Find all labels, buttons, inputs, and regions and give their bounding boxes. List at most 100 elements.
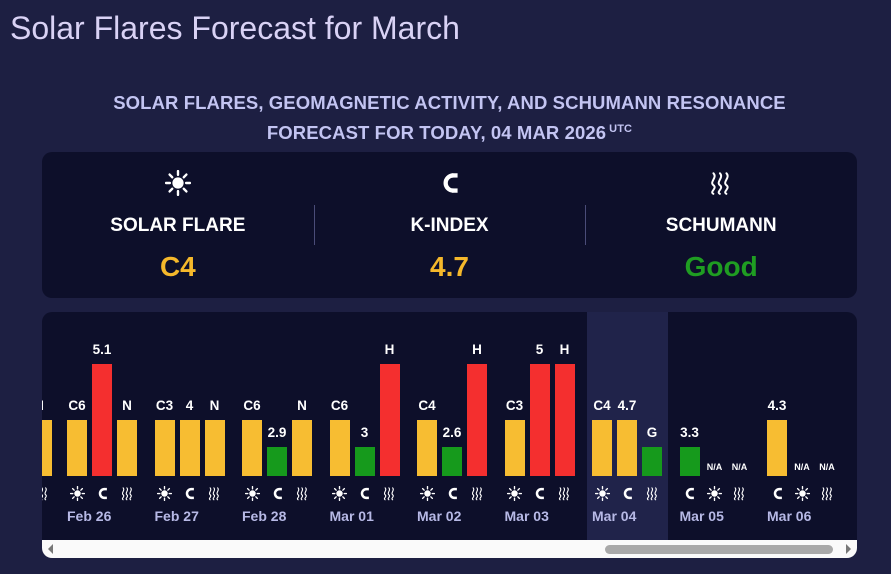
- forecast-bar-label: C3: [155, 397, 174, 413]
- forecast-bar: [117, 419, 137, 476]
- forecast-bar-column: N/A: [730, 312, 750, 476]
- sun-icon: [592, 485, 612, 501]
- forecast-bar-column: G: [642, 312, 662, 476]
- forecast-day-date: Mar 06: [767, 508, 812, 524]
- summary-stat-solar-flare: SOLAR FLARE C4: [42, 152, 314, 298]
- forecast-bar-column: C6: [329, 312, 350, 476]
- forecast-bar: [242, 419, 262, 476]
- forecast-day: C3 4 N Feb 27: [130, 312, 225, 540]
- forecast-day-date: Mar 01: [329, 508, 374, 524]
- magnet-icon: [267, 485, 287, 501]
- forecast-bar-column: N: [292, 312, 312, 476]
- forecast-bar: [442, 447, 462, 476]
- magnet-icon: [767, 485, 787, 501]
- forecast-bar-column: 2.6: [442, 312, 462, 476]
- forecast-bar: [267, 447, 287, 476]
- forecast-day: C4 4.7 G Mar 04: [567, 312, 662, 540]
- sun-icon: [505, 485, 525, 501]
- forecast-day-date: Mar 03: [504, 508, 549, 524]
- forecast-bar-label: N: [122, 397, 132, 413]
- forecast-bar: [504, 419, 525, 476]
- sun-icon: [155, 485, 175, 501]
- magnet-icon: [442, 485, 462, 501]
- forecast-bar-label: 2.9: [267, 425, 287, 441]
- forecast-bar-column: H: [554, 312, 575, 476]
- waves-icon: [817, 485, 837, 501]
- sun-icon: [242, 485, 262, 501]
- forecast-bar-label: H: [384, 341, 395, 357]
- summary-stat-value: C4: [159, 251, 196, 282]
- forecast-bar: [554, 363, 575, 476]
- forecast-bar-column: 2.9: [267, 312, 287, 476]
- waves-icon: [467, 485, 487, 501]
- forecast-bar: [767, 419, 787, 476]
- forecast-bar-column: H: [379, 312, 400, 476]
- forecast-bar-label: H: [472, 341, 482, 357]
- magnet-icon: [680, 485, 700, 501]
- forecast-bar-label: N: [209, 397, 220, 413]
- magnet-icon: [314, 170, 586, 196]
- scroll-left-icon[interactable]: [46, 544, 56, 554]
- utc-superscript: UTC: [609, 123, 633, 135]
- forecast-bar: [42, 419, 52, 476]
- forecast-bar: [154, 419, 175, 476]
- scroll-thumb[interactable]: [605, 545, 833, 554]
- sun-icon: [42, 170, 314, 196]
- forecast-bar-label: C3: [505, 397, 524, 413]
- forecast-bar-label: N/A: [794, 462, 810, 472]
- magnet-icon: [355, 485, 375, 501]
- sun-icon: [330, 485, 350, 501]
- today-summary-panel: SOLAR FLARE C4 K-INDEX 4.7 SCHUMANN Good: [42, 152, 857, 298]
- forecast-bar-column: 4: [179, 312, 200, 476]
- magnet-icon: [530, 485, 550, 501]
- forecast-day-date: Feb 27: [154, 508, 199, 524]
- summary-stat-k-index: K-INDEX 4.7: [313, 152, 586, 298]
- waves-icon: [380, 485, 400, 501]
- forecast-bar-column: N: [117, 312, 137, 476]
- forecast-subtitle: SOLAR FLARES, GEOMAGNETIC ACTIVITY, AND …: [42, 90, 857, 146]
- forecast-bar-label: H: [559, 341, 570, 357]
- forecast-bar-column: N: [204, 312, 225, 476]
- summary-stat-label: K-INDEX: [410, 215, 489, 236]
- forecast-bar-column: C4: [417, 312, 437, 476]
- forecast-day: C6 3 H Mar 01: [305, 312, 400, 540]
- forecast-bar-column: C3: [154, 312, 175, 476]
- forecast-bar: [529, 363, 550, 476]
- subtitle-line-1: SOLAR FLARES, GEOMAGNETIC ACTIVITY, AND …: [113, 92, 786, 113]
- scroll-right-icon[interactable]: [843, 544, 853, 554]
- summary-stat-label: SOLAR FLARE: [110, 215, 246, 236]
- waves-icon: [292, 485, 312, 501]
- forecast-bar-column: I: [42, 312, 52, 476]
- forecast-bar: [179, 419, 200, 476]
- forecast-bar: [329, 419, 350, 476]
- forecast-bar-column: N/A: [792, 312, 812, 476]
- waves-icon: [42, 485, 52, 501]
- forecast-bar-label: C6: [243, 397, 261, 413]
- forecast-bar-label: N/A: [731, 462, 748, 472]
- forecast-bar-label: 5: [535, 341, 544, 357]
- summary-stat-label: SCHUMANN: [665, 215, 777, 236]
- forecast-bar-column: C4: [592, 312, 612, 476]
- page-title: Solar Flares Forecast for March: [10, 10, 460, 46]
- forecast-bar-label: N/A: [819, 462, 835, 472]
- subtitle-line-2: FORECAST FOR TODAY, 04 MAR 2026 UTC: [42, 116, 857, 146]
- subtitle-date-text: FORECAST FOR TODAY, 04 MAR 2026: [266, 122, 607, 143]
- forecast-bar: [679, 447, 700, 476]
- horizontal-scrollbar[interactable]: [42, 540, 857, 558]
- forecast-bar: [379, 363, 400, 476]
- forecast-bar-column: N/A: [817, 312, 837, 476]
- sun-icon: [792, 485, 812, 501]
- forecast-bar: [467, 363, 487, 476]
- forecast-bar-column: C6: [67, 312, 87, 476]
- forecast-bar-label: 3.3: [680, 425, 699, 441]
- forecast-bar-label: C4: [418, 397, 436, 413]
- summary-stat-schumann: SCHUMANN Good: [585, 152, 857, 298]
- forecast-bar-label: C6: [330, 397, 349, 413]
- forecast-day-date: Mar 04: [592, 508, 637, 524]
- magnet-icon: [180, 485, 200, 501]
- forecast-bar: [617, 419, 637, 476]
- forecast-day: 4.3 N/A N/A Mar 06: [742, 312, 835, 540]
- forecast-bar-label: 3: [360, 425, 369, 441]
